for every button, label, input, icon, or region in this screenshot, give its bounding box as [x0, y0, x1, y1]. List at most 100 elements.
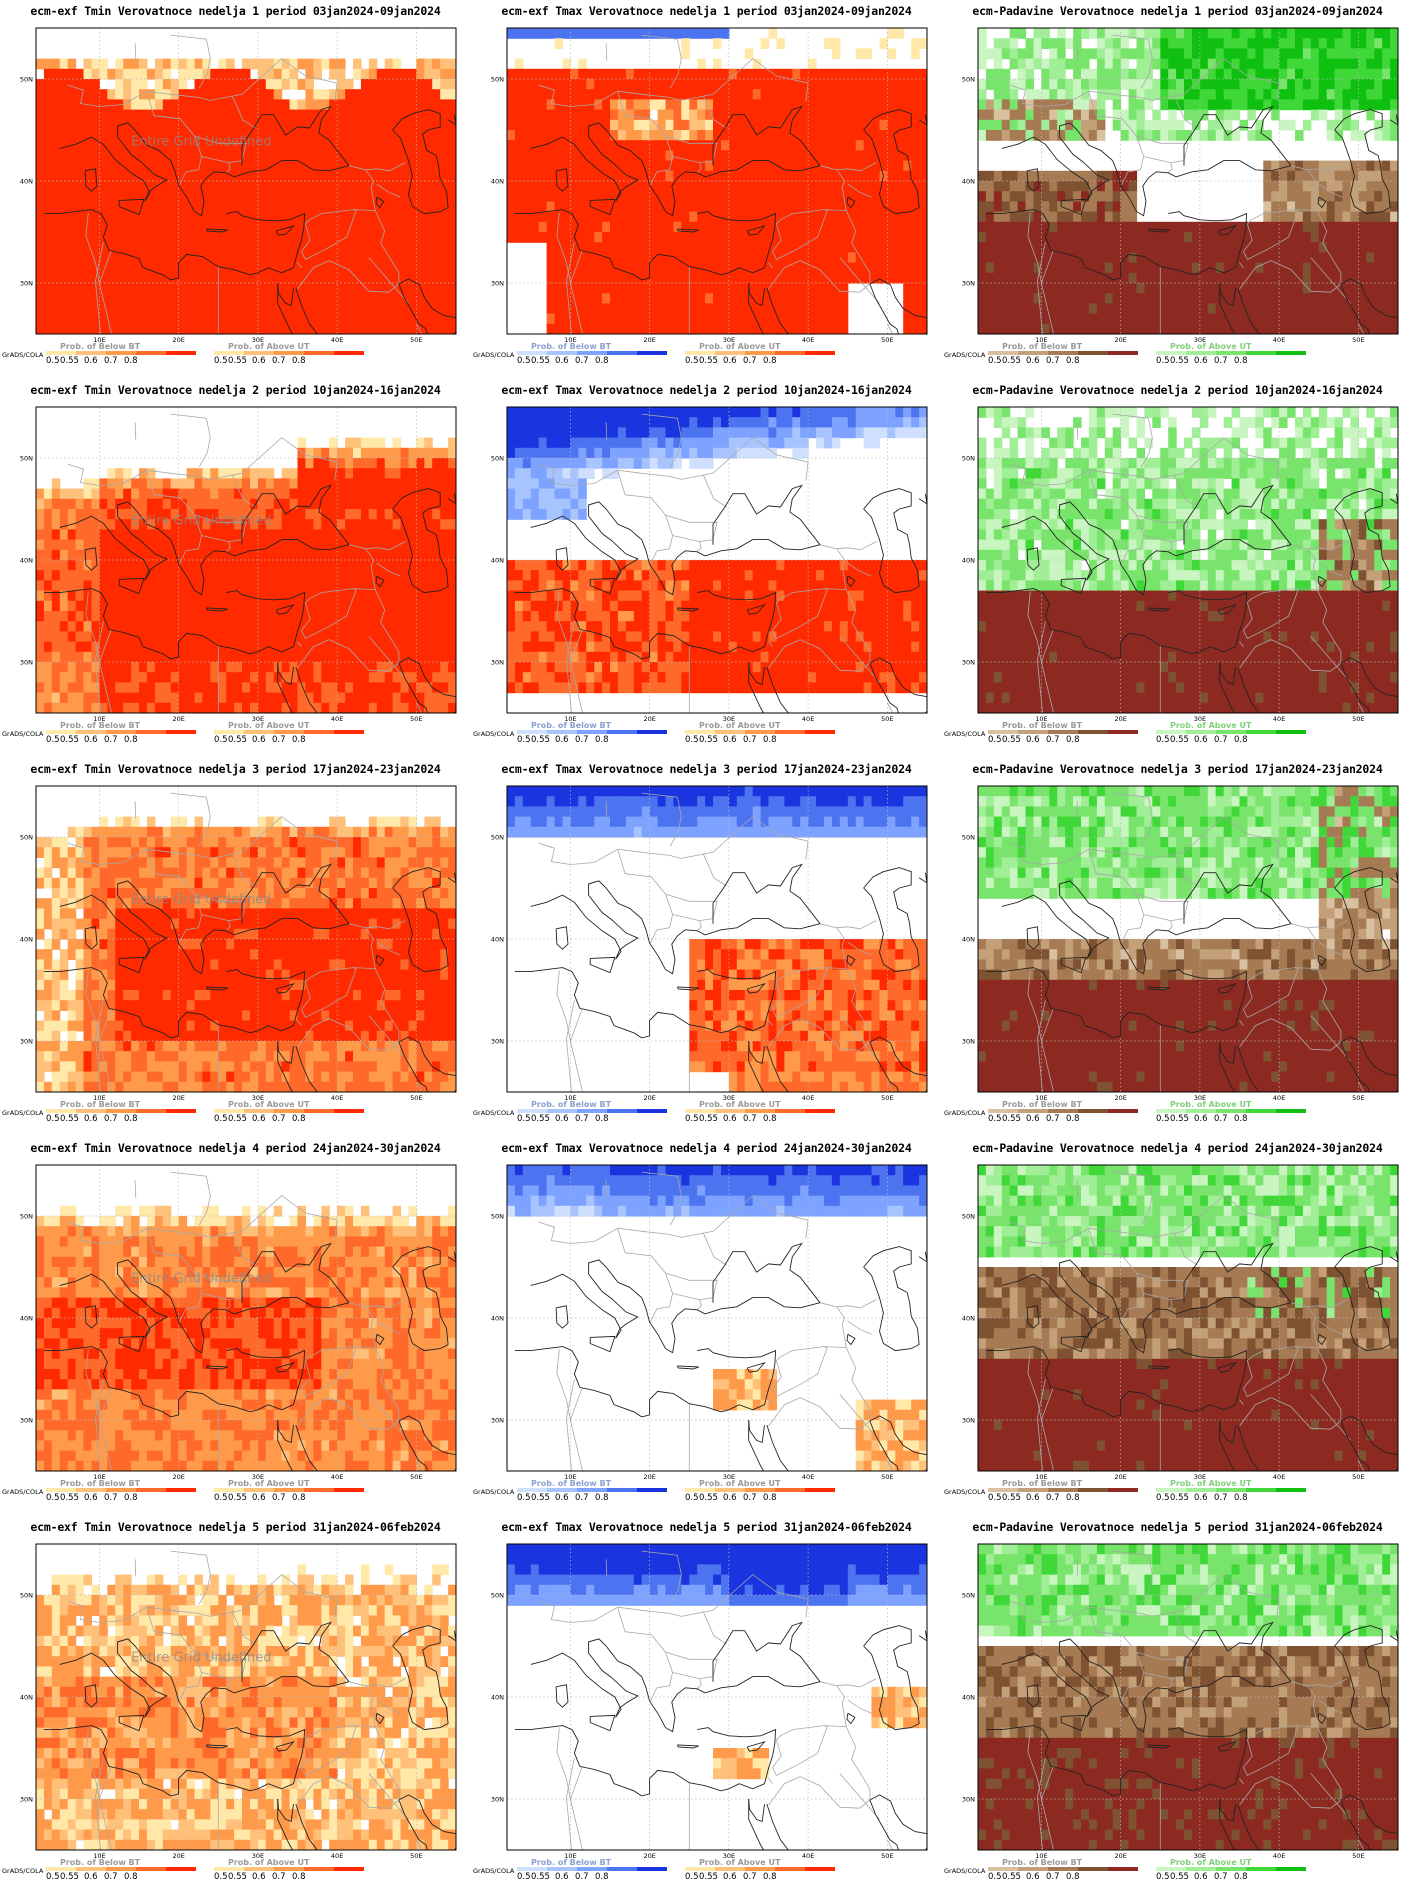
legend-swatch: [1156, 1867, 1186, 1871]
legend-tick-label: 0.6: [252, 1493, 266, 1503]
lon-tick-label: 40E: [331, 1473, 343, 1481]
probability-map: 50N 40N 30N 10E 20E 30E 40E 50E: [491, 785, 928, 1102]
legend-tick-label: 0.5: [214, 356, 228, 366]
legend-tick-label: 0.8: [292, 1493, 306, 1503]
legend-above: Prob. of Above UT 0.5 0.55 0.6 0.7 0.8: [1156, 1100, 1316, 1126]
legend-swatch: [76, 351, 106, 355]
lat-tick-label: 40N: [20, 178, 33, 186]
legend-tick-label: 0.7: [743, 356, 757, 366]
legend-color-bar: [685, 1109, 835, 1113]
legend-swatch: [166, 1867, 196, 1871]
legend-swatch: [607, 351, 637, 355]
lon-tick-label: 20E: [643, 1094, 655, 1102]
legend-swatch: [106, 1109, 136, 1113]
grads-tag: GrADS/COLA: [473, 1109, 515, 1117]
legend-swatch: [577, 1488, 607, 1492]
legend-swatch: [988, 1488, 1018, 1492]
probability-map: 50N 40N 30N 10E 20E 30E 40E 50E: [962, 1164, 1399, 1481]
legend-swatch: [106, 1867, 136, 1871]
legend-swatch: [1246, 730, 1276, 734]
legend-color-bar: [214, 1488, 364, 1492]
legend-tick-label: 0.7: [743, 735, 757, 745]
lon-tick-label: 20E: [643, 1473, 655, 1481]
legend-swatch: [1186, 351, 1216, 355]
probability-field: Entire Grid Undefined: [36, 786, 456, 1092]
lon-tick-label: 30E: [252, 1852, 264, 1860]
grads-tag: GrADS/COLA: [944, 1488, 986, 1496]
legend-title: Prob. of Above UT: [699, 1479, 781, 1488]
legend-tick-label: 0.8: [1066, 735, 1080, 745]
legend-tick-label: 0.55: [699, 735, 718, 745]
legend-title: Prob. of Above UT: [699, 342, 781, 351]
legend-title: Prob. of Below BT: [1002, 1100, 1083, 1109]
legend-swatch: [805, 351, 835, 355]
legend-tick-label: 0.7: [575, 735, 589, 745]
legend-tick-label: 0.6: [1194, 735, 1208, 745]
probability-field: [507, 28, 927, 334]
legend-tick-label: 0.5: [1156, 735, 1170, 745]
legend-tick-label: 0.8: [595, 735, 609, 745]
legend-swatch: [214, 1488, 244, 1492]
lon-tick-label: 30E: [723, 336, 735, 344]
legend-color-bar: [685, 351, 835, 355]
legend-swatch: [136, 1488, 166, 1492]
legend-swatch: [577, 1867, 607, 1871]
legend-swatch: [274, 1109, 304, 1113]
legend-swatch: [1108, 1488, 1138, 1492]
legend-title: Prob. of Below BT: [1002, 1479, 1083, 1488]
legend-swatch: [805, 1109, 835, 1113]
legend-tick-label: 0.55: [228, 735, 247, 745]
lat-tick-label: 40N: [491, 936, 504, 944]
legend-tick-label: 0.8: [1234, 735, 1248, 745]
legend-swatch: [1078, 730, 1108, 734]
legend-color-bar: [1156, 1109, 1306, 1113]
legend-tick-label: 0.7: [743, 1114, 757, 1124]
panel-title: ecm-exf Tmin Verovatnoce nedelja 1 perio…: [30, 4, 441, 18]
legend-tick-label: 0.6: [1194, 1114, 1208, 1124]
legend-tick-label: 0.6: [555, 356, 569, 366]
legend-swatch: [1216, 1488, 1246, 1492]
lat-tick-label: 30N: [491, 1796, 504, 1804]
legend-tick-label: 0.55: [1002, 1872, 1021, 1882]
probability-map: 50N 40N 30N 10E 20E 30E 40E 50E: [962, 1543, 1399, 1860]
legend-tick-label: 0.6: [84, 735, 98, 745]
lon-tick-label: 20E: [1114, 1094, 1126, 1102]
lat-tick-label: 50N: [491, 76, 504, 84]
legend-color-bar: [988, 1488, 1138, 1492]
legend-color-bar: [517, 1109, 667, 1113]
lat-tick-label: 40N: [962, 178, 975, 186]
legend-tick-label: 0.8: [1066, 356, 1080, 366]
legend-title: Prob. of Below BT: [531, 1479, 612, 1488]
map-panel-tmin-week-4: ecm-exf Tmin Verovatnoce nedelja 4 perio…: [0, 1137, 471, 1516]
legend-tick-label: 0.5: [988, 356, 1002, 366]
legend-tick-label: 0.5: [988, 735, 1002, 745]
legend-tick-label: 0.5: [517, 1872, 531, 1882]
legend-tick-label: 0.8: [1066, 1872, 1080, 1882]
legend-tick-label: 0.5: [517, 356, 531, 366]
legend-tick-label: 0.5: [988, 1493, 1002, 1503]
legend-tick-label: 0.6: [252, 1114, 266, 1124]
lat-tick-label: 30N: [491, 1417, 504, 1425]
legend-title: Prob. of Below BT: [60, 1100, 141, 1109]
legend-tick-label: 0.55: [1002, 1493, 1021, 1503]
lat-tick-label: 50N: [962, 76, 975, 84]
legend-tick-label: 0.5: [46, 735, 60, 745]
legend-swatch: [46, 1867, 76, 1871]
legend-title: Prob. of Above UT: [1170, 1100, 1252, 1109]
legend-title: Prob. of Below BT: [1002, 721, 1083, 730]
legend-tick-label: 0.7: [272, 1114, 286, 1124]
lon-tick-label: 30E: [1194, 1852, 1206, 1860]
legend-swatch: [1108, 730, 1138, 734]
map-panel-prec-week-2: ecm-Padavine Verovatnoce nedelja 2 perio…: [942, 379, 1413, 758]
legend-tick-label: 0.7: [1046, 1114, 1060, 1124]
legend-tick-label: 0.8: [124, 356, 138, 366]
lat-tick-label: 50N: [20, 76, 33, 84]
lon-tick-label: 30E: [252, 336, 264, 344]
lon-tick-label: 30E: [1194, 336, 1206, 344]
probability-field: [978, 1544, 1398, 1850]
legend-tick-label: 0.6: [84, 1114, 98, 1124]
legend-tick-label: 0.5: [1156, 356, 1170, 366]
legend-swatch: [577, 730, 607, 734]
lon-tick-label: 40E: [1273, 715, 1285, 723]
probability-field: [507, 407, 927, 713]
